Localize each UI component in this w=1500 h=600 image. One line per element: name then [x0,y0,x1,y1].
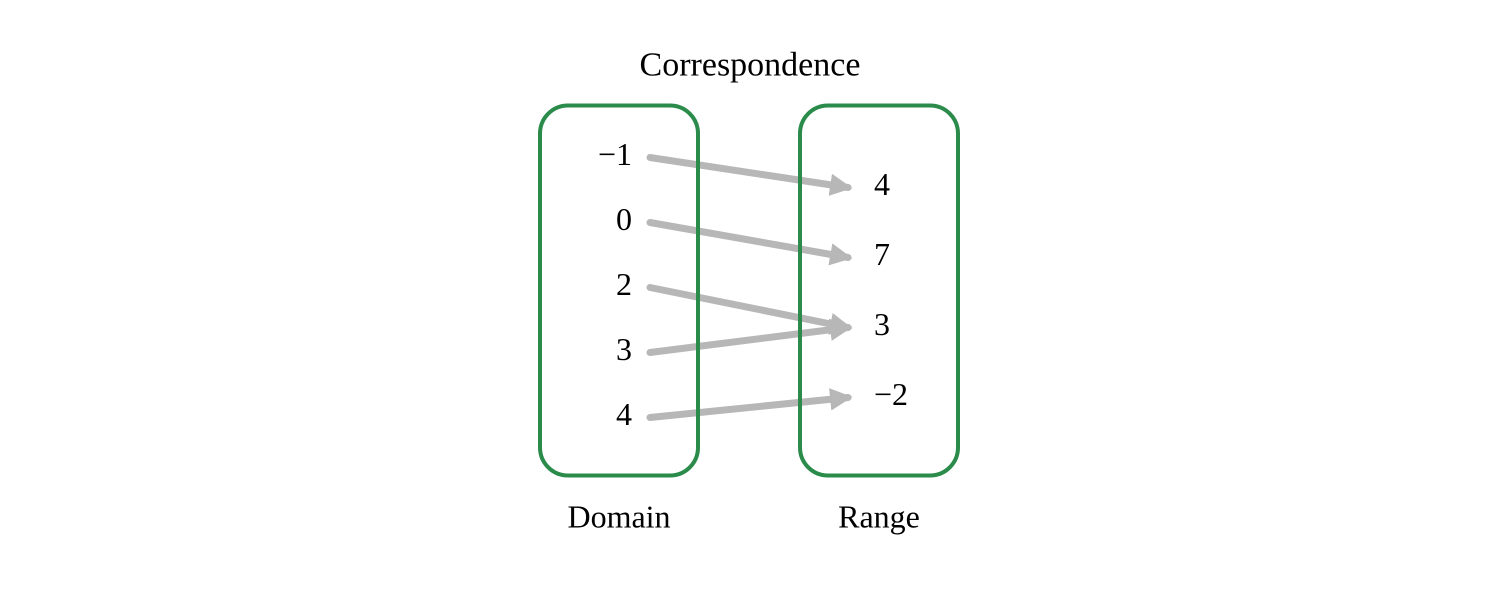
domain-value: 2 [616,266,632,302]
mapping-arrow [650,288,848,328]
range-value: −2 [874,376,908,412]
mapping-arrow [650,328,848,353]
range-value: 7 [874,236,890,272]
range-label: Range [838,499,920,535]
range-value: 3 [874,306,890,342]
domain-value: 3 [616,331,632,367]
diagram-title: Correspondence [640,47,861,84]
mapping-arrow [650,158,848,188]
diagram-svg: Correspondence −1 0 2 3 4 4 7 3 −2 Domain Range [470,38,1030,558]
range-box [800,106,958,476]
range-value: 4 [874,166,890,202]
correspondence-diagram: Correspondence −1 0 2 3 4 4 7 3 −2 Domain Range [470,38,1030,563]
domain-value: −1 [598,136,632,172]
domain-value: 4 [616,396,632,432]
mapping-arrow [650,223,848,258]
domain-value: 0 [616,201,632,237]
domain-label: Domain [567,499,670,535]
mapping-arrow [650,398,848,418]
